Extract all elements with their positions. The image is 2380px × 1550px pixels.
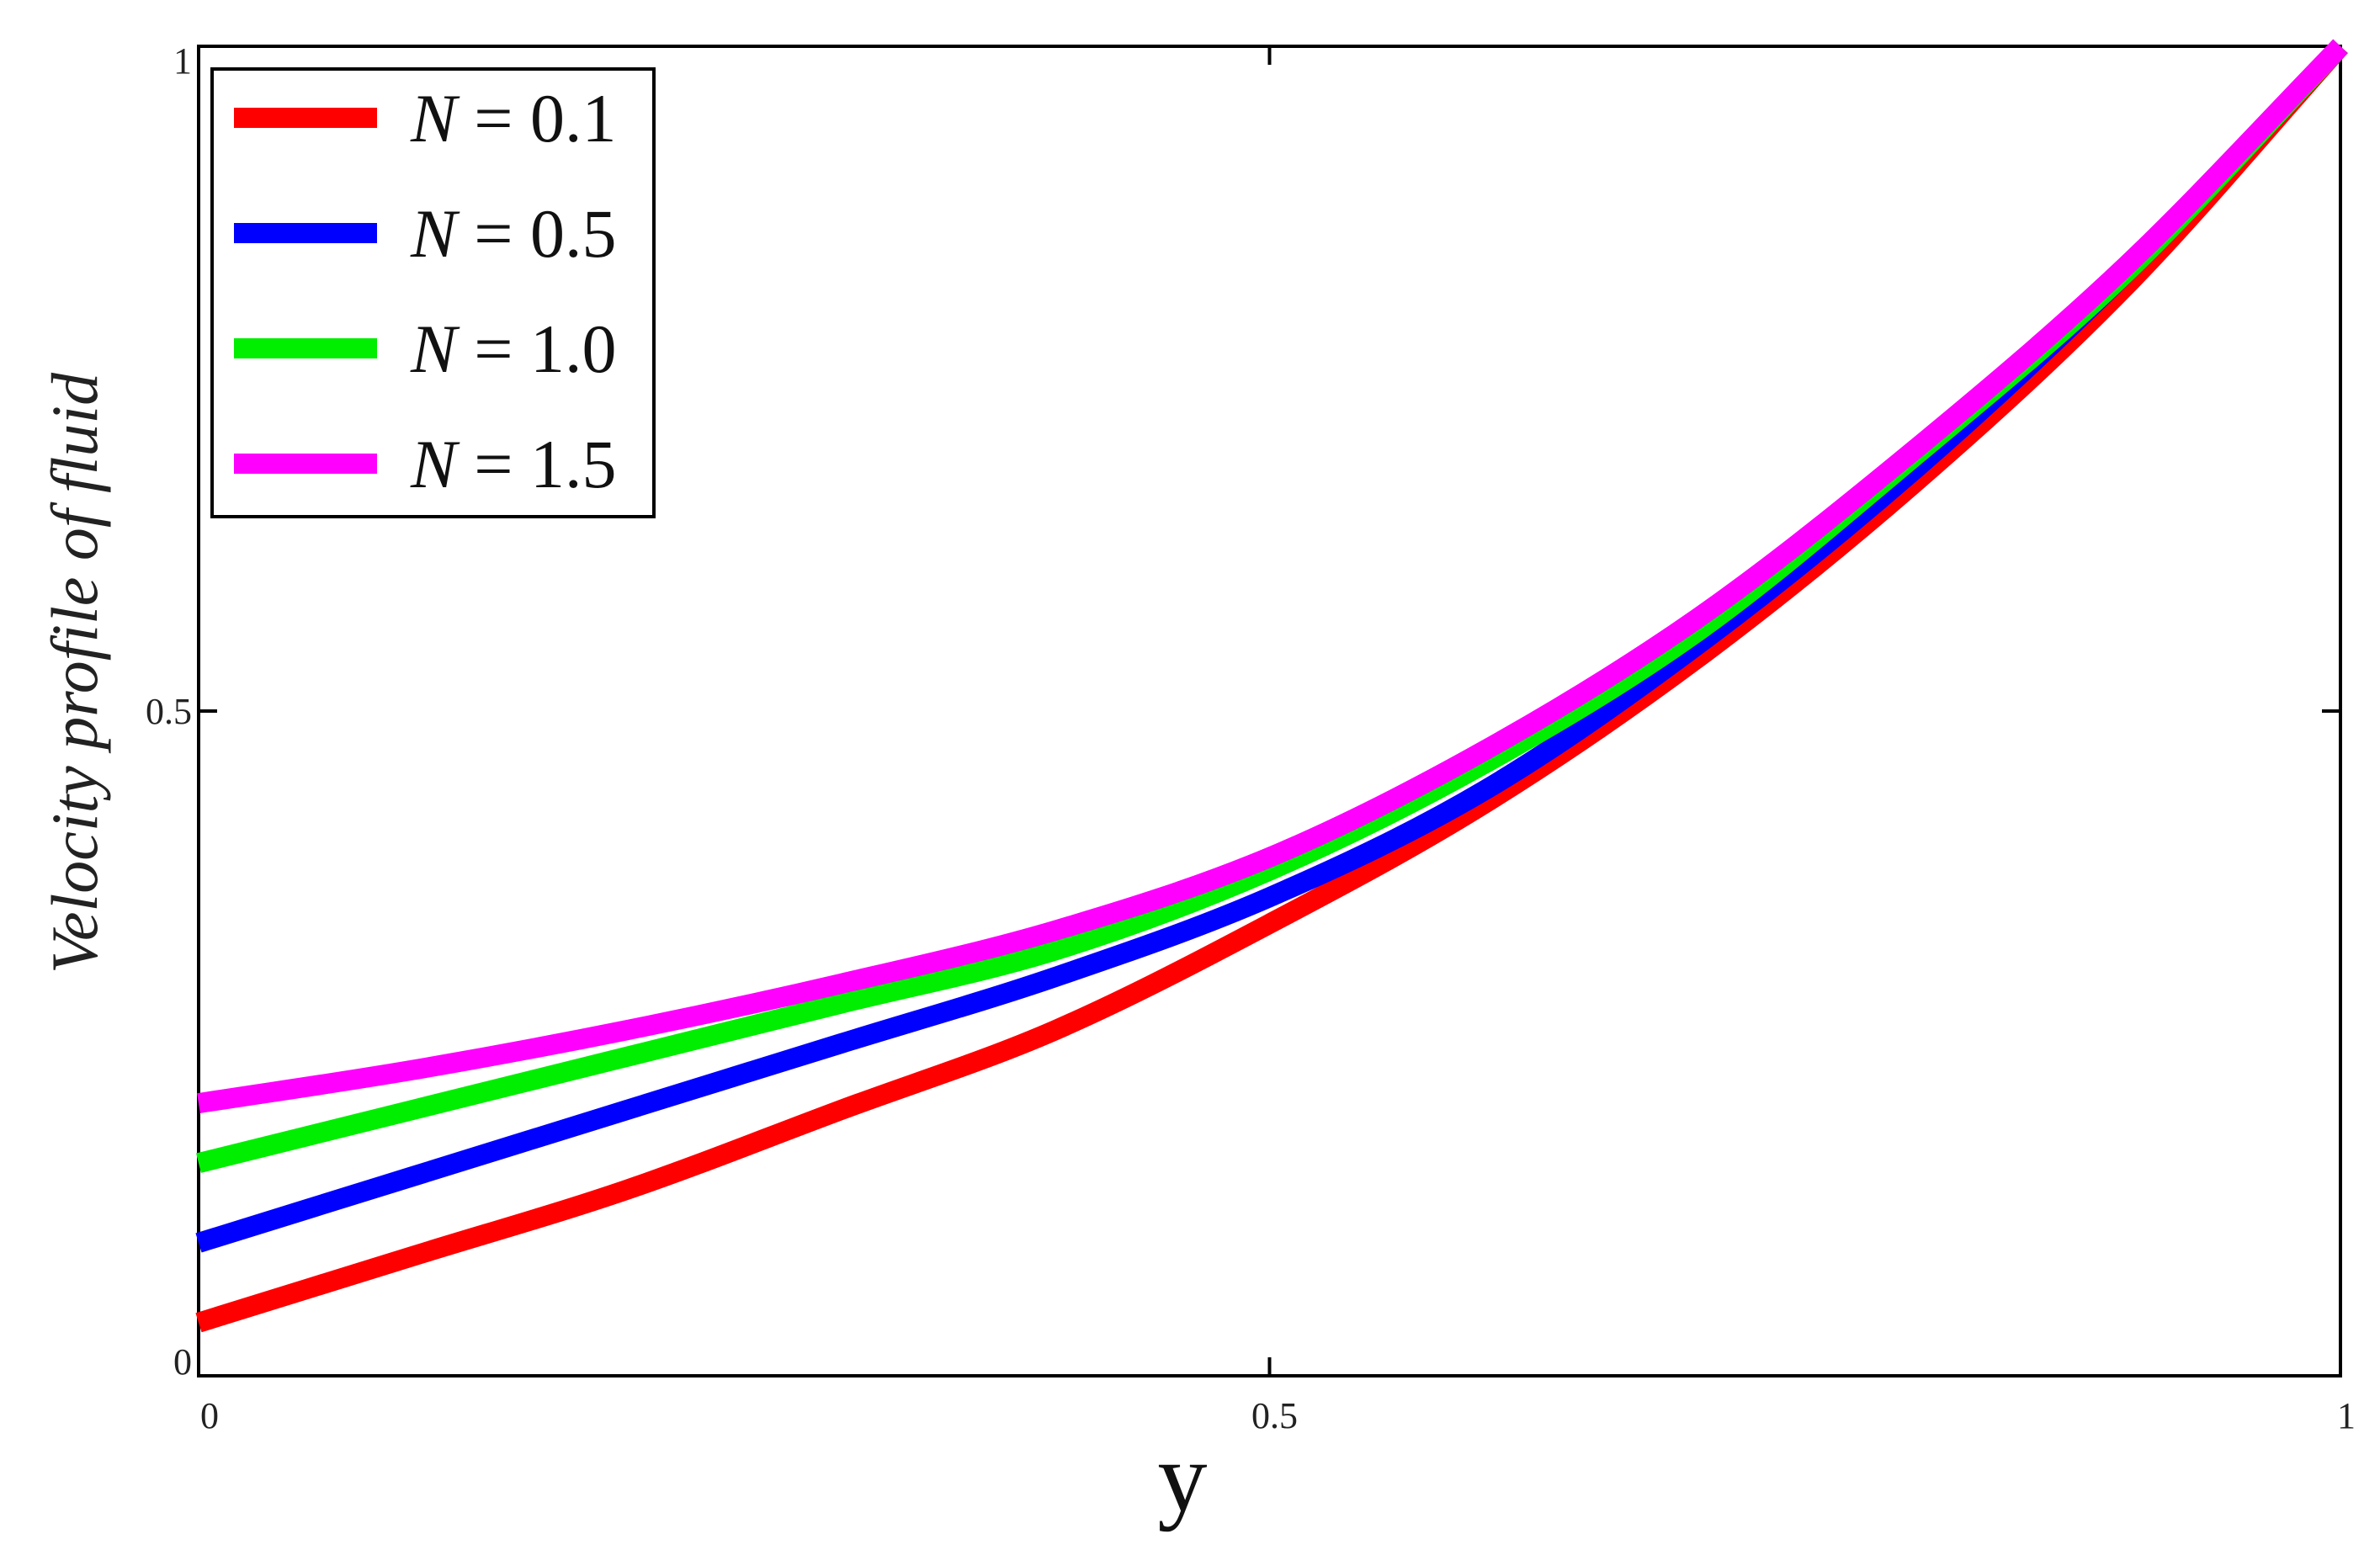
x-tick-label: 1 bbox=[2337, 1395, 2356, 1436]
legend-label-1: N = 0.1 bbox=[410, 80, 616, 157]
x-tick-label: 0.5 bbox=[1251, 1395, 1298, 1436]
series-layer bbox=[195, 39, 2348, 1333]
legend: N = 0.1 N = 0.5 N = 1.0 N = 1.5 bbox=[210, 67, 656, 518]
tick-layer: 0 0.5 1 0 0.5 1 bbox=[146, 40, 2356, 1436]
legend-label-2: N = 0.5 bbox=[410, 195, 616, 272]
series-line-4 bbox=[197, 39, 2348, 1113]
x-axis-label: y bbox=[1158, 1422, 1208, 1532]
y-tick-label: 1 bbox=[173, 40, 192, 82]
y-tick-label: 0 bbox=[173, 1341, 192, 1383]
series-line-1 bbox=[195, 39, 2348, 1333]
legend-label-4: N = 1.5 bbox=[410, 426, 616, 502]
legend-box bbox=[210, 67, 656, 518]
x-tick-label: 0 bbox=[200, 1395, 219, 1436]
y-tick-label: 0.5 bbox=[146, 691, 192, 732]
y-axis-label: Velocity profile of fluid bbox=[38, 372, 111, 974]
legend-label-3: N = 1.0 bbox=[410, 311, 616, 387]
